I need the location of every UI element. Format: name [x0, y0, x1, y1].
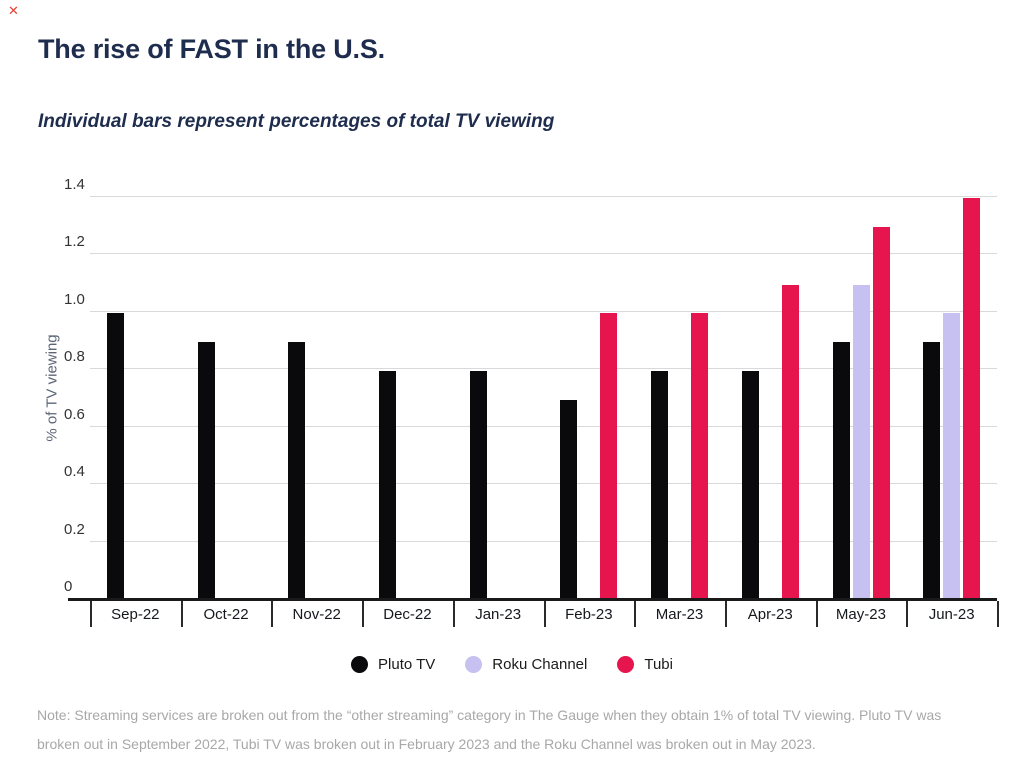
- x-axis-tick: [634, 601, 637, 627]
- bar-tubi-jun-23: [963, 198, 981, 598]
- gridline: [90, 368, 997, 369]
- bar-roku-channel-jun-23: [943, 313, 961, 598]
- bar-pluto-tv-sep-22: [106, 313, 124, 598]
- bar-tubi-feb-23: [600, 313, 618, 598]
- bar-tubi-apr-23: [781, 284, 799, 598]
- legend-item-pluto-tv: Pluto TV: [351, 656, 435, 673]
- chart-legend: Pluto TV Roku Channel Tubi: [0, 656, 1024, 673]
- bar-pluto-tv-mar-23: [651, 370, 669, 598]
- page-title: The rise of FAST in the U.S.: [38, 34, 385, 64]
- y-tick-label: 1.2: [64, 233, 85, 250]
- legend-dot-icon: [351, 656, 369, 673]
- x-axis-tick: [724, 601, 727, 627]
- x-axis-tick: [815, 601, 818, 627]
- legend-item-tubi: Tubi: [617, 656, 673, 673]
- y-tick-label: 1.4: [64, 175, 85, 193]
- month-label: Feb-23: [565, 606, 613, 623]
- bar-roku-channel-may-23: [852, 284, 870, 598]
- bar-pluto-tv-nov-22: [288, 342, 306, 598]
- x-axis-tick: [90, 601, 92, 627]
- bar-pluto-tv-jan-23: [469, 370, 487, 598]
- x-axis-tick: [180, 601, 183, 627]
- legend-dot-icon: [617, 656, 635, 673]
- legend-label: Pluto TV: [378, 656, 436, 673]
- month-label: Jun-23: [928, 606, 975, 623]
- month-label: Dec-22: [383, 606, 432, 623]
- month-label: Jan-23: [475, 606, 522, 623]
- gridline: [90, 253, 997, 254]
- bar-pluto-tv-may-23: [832, 342, 850, 598]
- bar-tubi-mar-23: [691, 313, 709, 598]
- gridline: [90, 425, 997, 427]
- footnote: Note: Streaming services are broken out …: [37, 707, 942, 752]
- y-tick-label: 0: [64, 578, 73, 595]
- bar-pluto-tv-oct-22: [197, 342, 215, 598]
- month-label: Apr-23: [747, 606, 793, 623]
- bar-tubi-may-23: [872, 227, 890, 598]
- x-axis-tick: [362, 601, 365, 627]
- x-axis-tick: [997, 601, 999, 627]
- bar-pluto-tv-dec-22: [378, 370, 396, 598]
- close-icon[interactable]: ✕: [8, 3, 19, 18]
- legend-dot-icon: [465, 656, 483, 673]
- y-axis-label: % of TV viewing: [43, 334, 61, 442]
- gridline: [90, 195, 997, 197]
- y-tick-label: 0.6: [64, 405, 85, 423]
- bar-pluto-tv-apr-23: [741, 370, 759, 598]
- x-axis-tick: [452, 601, 455, 627]
- y-tick-label: 0.2: [64, 520, 85, 538]
- chart-subtitle: Individual bars represent percentages of…: [38, 111, 555, 132]
- bar-pluto-tv-jun-23: [923, 342, 941, 598]
- legend-item-roku-channel: Roku Channel: [465, 656, 587, 673]
- gridline: [90, 483, 997, 484]
- gridline: [90, 310, 997, 312]
- gridline: [90, 540, 997, 542]
- y-tick-label: 1.0: [64, 290, 85, 308]
- y-tick-label: 0.4: [64, 463, 85, 480]
- month-label: May-23: [835, 606, 886, 623]
- x-axis-line: [68, 598, 997, 601]
- legend-label: Tubi: [644, 656, 673, 673]
- x-axis-tick: [906, 601, 909, 627]
- month-label: Sep-22: [111, 606, 160, 623]
- legend-label: Roku Channel: [492, 656, 588, 673]
- month-label: Nov-22: [292, 606, 341, 623]
- y-tick-label: 0.8: [64, 348, 85, 365]
- bar-pluto-tv-feb-23: [560, 399, 578, 598]
- x-axis-tick: [271, 601, 274, 627]
- month-label: Oct-22: [203, 606, 249, 623]
- month-label: Mar-23: [655, 606, 704, 623]
- x-axis-tick: [543, 601, 546, 627]
